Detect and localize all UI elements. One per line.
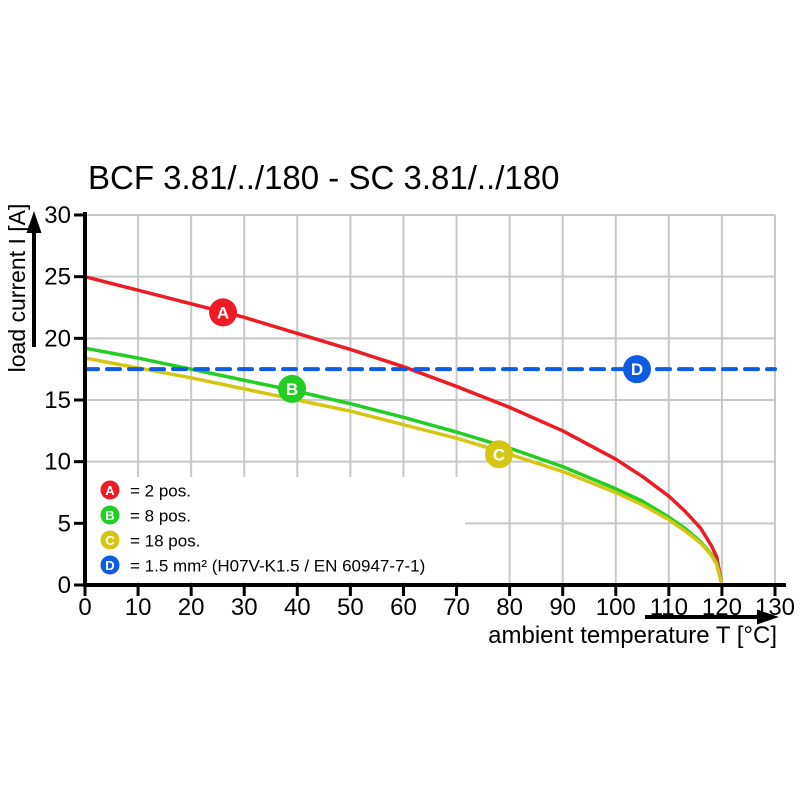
x-tick-label: 40: [284, 594, 311, 621]
marker-letter: A: [217, 303, 229, 322]
legend-backdrop: [87, 477, 465, 582]
chart-title: BCF 3.81/../180 - SC 3.81/../180: [88, 159, 559, 196]
x-tick-label: 0: [78, 594, 91, 621]
x-tick-label: 20: [178, 594, 205, 621]
curve-markers: A B C D: [209, 298, 651, 469]
legend-item-label: = 2 pos.: [130, 482, 191, 501]
x-axis-arrow-icon: [645, 609, 779, 625]
curve-marker-d: D: [623, 355, 651, 384]
x-tick-label: 50: [337, 594, 364, 621]
legend-item-c: C = 18 pos.: [100, 530, 200, 551]
marker-circle: [209, 298, 237, 327]
marker-circle: [485, 440, 513, 469]
curve-marker-c: C: [485, 440, 513, 469]
legend-item-label: = 18 pos.: [130, 532, 200, 551]
legend-item-label: = 8 pos.: [130, 507, 191, 526]
marker-circle: [278, 374, 306, 403]
y-tick-label: 15: [44, 387, 71, 414]
x-tick-label: 90: [549, 594, 576, 621]
legend-swatch-circle: [100, 505, 120, 525]
x-tick-label: 70: [443, 594, 470, 621]
legend-swatch-circle: [100, 480, 120, 500]
legend-item-label: = 1.5 mm² (H07V-K1.5 / EN 60947-7-1): [130, 557, 425, 576]
y-axis-arrow-icon: [26, 211, 42, 347]
legend-swatch-letter: A: [105, 483, 115, 498]
legend-item-a: A = 2 pos.: [100, 480, 191, 501]
legend-swatch-letter: D: [105, 558, 114, 573]
legend-item-b: B = 8 pos.: [100, 505, 191, 526]
axis-ticks: [74, 213, 777, 596]
curve-c: [83, 356, 724, 587]
marker-letter: C: [493, 445, 505, 464]
x-tick-label: 80: [496, 594, 523, 621]
y-tick-label: 10: [44, 449, 71, 476]
y-tick-label: 25: [44, 264, 71, 291]
y-axis-label: load current I [A]: [4, 204, 30, 373]
legend-item-d: D = 1.5 mm² (H07V-K1.5 / EN 60947-7-1): [100, 555, 425, 576]
legend-background: [87, 477, 465, 582]
legend-swatch-circle: [100, 530, 120, 550]
y-tick-label: 30: [44, 202, 71, 229]
legend: A = 2 pos. B = 8 pos. C = 18 pos. D = 1.5 mm² (…: [100, 480, 425, 576]
legend-swatch-letter: C: [105, 533, 115, 548]
legend-swatch-letter: B: [105, 508, 114, 523]
curve-marker-b: B: [278, 374, 306, 403]
marker-letter: D: [631, 360, 643, 379]
x-tick-label: 10: [125, 594, 152, 621]
x-tick-label: 60: [390, 594, 417, 621]
x-tick-label: 30: [231, 594, 258, 621]
y-tick-label: 0: [58, 572, 71, 599]
curve-marker-a: A: [209, 298, 237, 327]
x-axis-label: ambient temperature T [°C]: [488, 622, 777, 649]
x-tick-label: 100: [596, 594, 636, 621]
marker-circle: [623, 355, 651, 384]
marker-letter: B: [286, 380, 298, 399]
y-tick-label: 5: [58, 510, 71, 537]
data-curves: [83, 274, 777, 587]
legend-swatch-circle: [100, 555, 120, 575]
y-tick-label: 20: [44, 325, 71, 352]
